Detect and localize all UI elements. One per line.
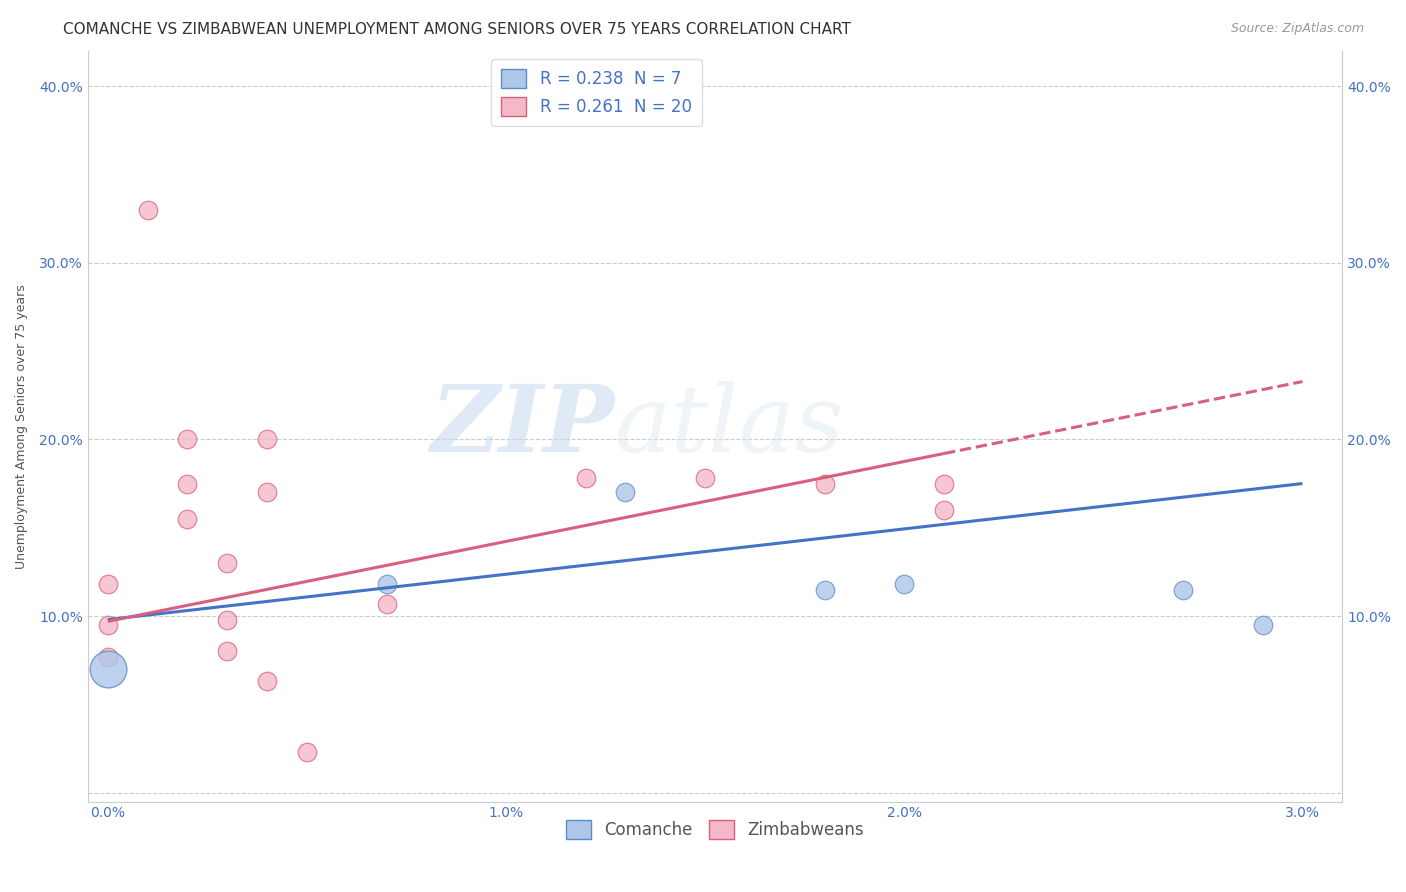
Legend: Comanche, Zimbabweans: Comanche, Zimbabweans xyxy=(560,814,870,846)
Text: Source: ZipAtlas.com: Source: ZipAtlas.com xyxy=(1230,22,1364,36)
Point xyxy=(256,674,278,689)
Point xyxy=(614,485,637,500)
Y-axis label: Unemployment Among Seniors over 75 years: Unemployment Among Seniors over 75 years xyxy=(15,284,28,568)
Text: COMANCHE VS ZIMBABWEAN UNEMPLOYMENT AMONG SENIORS OVER 75 YEARS CORRELATION CHAR: COMANCHE VS ZIMBABWEAN UNEMPLOYMENT AMON… xyxy=(63,22,851,37)
Point xyxy=(295,745,318,759)
Point xyxy=(1251,618,1274,632)
Point xyxy=(813,582,835,597)
Point xyxy=(217,613,239,627)
Point xyxy=(693,471,716,485)
Point xyxy=(893,577,915,591)
Point xyxy=(256,485,278,500)
Point xyxy=(136,202,159,217)
Point xyxy=(1171,582,1194,597)
Text: ZIP: ZIP xyxy=(430,381,614,471)
Point xyxy=(176,512,198,526)
Point xyxy=(932,503,955,517)
Point xyxy=(932,476,955,491)
Point xyxy=(813,476,835,491)
Point xyxy=(176,433,198,447)
Point xyxy=(97,577,120,591)
Point xyxy=(97,618,120,632)
Point xyxy=(97,649,120,664)
Point xyxy=(217,644,239,658)
Point xyxy=(375,577,398,591)
Text: atlas: atlas xyxy=(614,381,844,471)
Point xyxy=(217,556,239,570)
Point xyxy=(97,662,120,676)
Point xyxy=(575,471,598,485)
Point xyxy=(176,476,198,491)
Point xyxy=(256,433,278,447)
Point xyxy=(375,597,398,611)
